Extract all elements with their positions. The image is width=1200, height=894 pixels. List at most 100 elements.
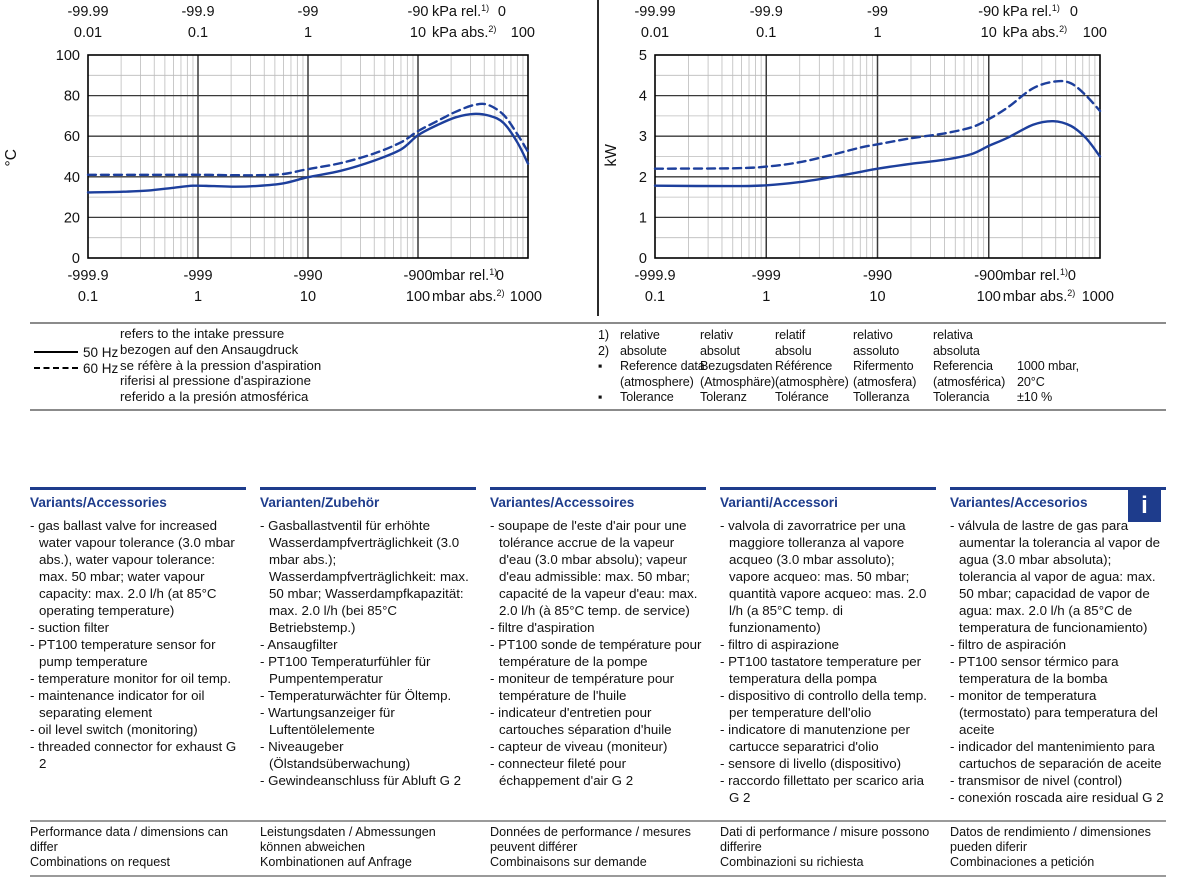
footer-column: Datos de rendimiento / dimensiones puede…	[950, 825, 1166, 870]
svg-text:°C: °C	[3, 149, 20, 166]
svg-text:mbar rel.1): mbar rel.1)	[1003, 267, 1068, 284]
footer-note: Combinations on request	[30, 855, 171, 869]
footer-note: Combinazioni su richiesta	[720, 855, 864, 869]
footer-note: Leistungsdaten / Abmessungen können abwe…	[260, 825, 436, 854]
chart-divider	[597, 0, 599, 316]
svg-text:1000: 1000	[510, 289, 542, 305]
list-item: threaded connector for exhaust G 2	[30, 738, 246, 772]
legend-entry: 60 Hz	[34, 360, 118, 376]
footer-note: Dati di performance / misure possono dif…	[720, 825, 930, 854]
svg-text:0.01: 0.01	[74, 25, 102, 41]
svg-text:3: 3	[639, 129, 647, 145]
list-item: valvola di zavorratrice per una maggiore…	[720, 517, 936, 636]
svg-text:1: 1	[762, 289, 770, 305]
svg-text:10: 10	[981, 25, 997, 41]
svg-text:-999: -999	[752, 268, 781, 284]
svg-text:-999: -999	[183, 268, 212, 284]
svg-text:100: 100	[977, 289, 1001, 305]
svg-text:mbar abs.2): mbar abs.2)	[432, 288, 505, 305]
footnote-cell: relatif	[775, 328, 806, 342]
footer-note: Combinaciones a petición	[950, 855, 1095, 869]
footer-column: Leistungsdaten / Abmessungen können abwe…	[260, 825, 476, 870]
legend-entry: 50 Hz	[34, 344, 118, 360]
svg-text:-990: -990	[293, 268, 322, 284]
svg-text:100: 100	[406, 289, 430, 305]
footnote-cell: relativa	[933, 328, 973, 342]
list-item: connecteur fileté pour échappement d'air…	[490, 755, 706, 789]
svg-text:1: 1	[304, 25, 312, 41]
svg-text:0.1: 0.1	[78, 289, 98, 305]
footnote-cell: absoluta	[933, 343, 980, 358]
svg-text:0: 0	[1070, 4, 1078, 20]
list-item: filtro de aspiración	[950, 636, 1166, 653]
list-item: gas ballast valve for increased water va…	[30, 517, 246, 619]
svg-text:10: 10	[300, 289, 316, 305]
svg-text:20: 20	[64, 210, 80, 226]
footnote-cell: Tolérance	[775, 390, 829, 405]
svg-text:10: 10	[410, 25, 426, 41]
svg-text:5: 5	[639, 48, 647, 64]
variants-section: Variants/Accessories gas ballast valve f…	[30, 487, 1166, 806]
list-item: Ansaugfilter	[260, 636, 476, 653]
svg-text:kPa rel.1): kPa rel.1)	[432, 3, 489, 20]
footnote-cell: relative	[620, 328, 660, 342]
legend-label: 50 Hz	[83, 344, 119, 360]
svg-text:0: 0	[498, 4, 506, 20]
svg-text:-99.99: -99.99	[67, 4, 108, 20]
svg-text:-99: -99	[298, 4, 319, 20]
svg-text:0.1: 0.1	[645, 289, 665, 305]
svg-text:kPa rel.1): kPa rel.1)	[1003, 3, 1060, 20]
footnote-cell: assoluto	[853, 343, 900, 358]
list-item: oil level switch (monitoring)	[30, 721, 246, 738]
footer-column: Dati di performance / misure possono dif…	[720, 825, 936, 870]
footnote-cell: absolu	[775, 343, 812, 358]
footer-notes: Performance data / dimensions can differ…	[30, 820, 1166, 877]
svg-text:40: 40	[64, 170, 80, 186]
footnote-cell: relativo	[853, 328, 893, 342]
list-item: PT100 sonde de température pour températ…	[490, 636, 706, 670]
list-item: sensore di livello (dispositivo)	[720, 755, 936, 772]
footnote-cell: Bezugsdaten (Atmosphäre)	[700, 359, 776, 389]
info-icon[interactable]: i	[1128, 489, 1161, 522]
variants-list: Gasballastventil für erhöhte Wasserdampf…	[260, 517, 476, 789]
variants-header: Variantes/Accessoires	[490, 495, 635, 510]
footer-note: Performance data / dimensions can differ	[30, 825, 229, 854]
svg-text:1: 1	[873, 25, 881, 41]
footnote-cell: absolut	[700, 343, 740, 358]
footnote-cell: relativ	[700, 328, 733, 342]
variants-header: Varianten/Zubehör	[260, 495, 380, 510]
list-item: soupape de l'este d'air pour une toléran…	[490, 517, 706, 619]
svg-text:-99.99: -99.99	[634, 4, 675, 20]
footnote-marker: ▪	[598, 390, 603, 405]
svg-text:100: 100	[1083, 25, 1107, 41]
svg-text:0: 0	[72, 251, 80, 267]
list-item: Gasballastventil für erhöhte Wasserdampf…	[260, 517, 476, 636]
footer-column: Performance data / dimensions can differ…	[30, 825, 246, 870]
footnote-cell: Tolerancia	[933, 390, 990, 405]
variants-column-en: Variants/Accessories gas ballast valve f…	[30, 487, 246, 806]
list-item: indicatore di manutenzione per cartucce …	[720, 721, 936, 755]
list-item: indicador del mantenimiento para cartuch…	[950, 738, 1166, 772]
list-item: se réfère à la pression d'aspiration	[120, 357, 322, 373]
variants-column-fr: Variantes/Accessoires soupape de l'este …	[490, 487, 706, 806]
svg-text:-99.9: -99.9	[750, 4, 783, 20]
footnote-cell: Toleranz	[700, 390, 747, 405]
list-item: moniteur de température pour température…	[490, 670, 706, 704]
list-item: refers to the intake pressure	[120, 326, 285, 341]
power-chart: 0 1 2 3 4 5 kW -99.99 -99.9 -99 -90 kPa rel.1) 0 0.01…	[603, 3, 1114, 305]
footnote-cell: Rifermento (atmosfera)	[853, 359, 917, 389]
footnote-cell: Referencia (atmosférica)	[933, 359, 1006, 389]
svg-text:mbar abs.2): mbar abs.2)	[1003, 288, 1076, 305]
svg-text:4: 4	[639, 89, 647, 105]
list-item: raccordo fillettato per scarico aria G 2	[720, 772, 936, 806]
list-item: PT100 temperature sensor for pump temper…	[30, 636, 246, 670]
list-item: maintenance indicator for oil separating…	[30, 687, 246, 721]
list-item: bezogen auf den Ansaugdruck	[120, 341, 299, 357]
footer-note: Kombinationen auf Anfrage	[260, 855, 412, 869]
variants-header: Variants/Accessories	[30, 495, 167, 510]
svg-text:0: 0	[1068, 268, 1076, 284]
svg-text:100: 100	[511, 25, 535, 41]
footer-note: Combinaisons sur demande	[490, 855, 647, 869]
